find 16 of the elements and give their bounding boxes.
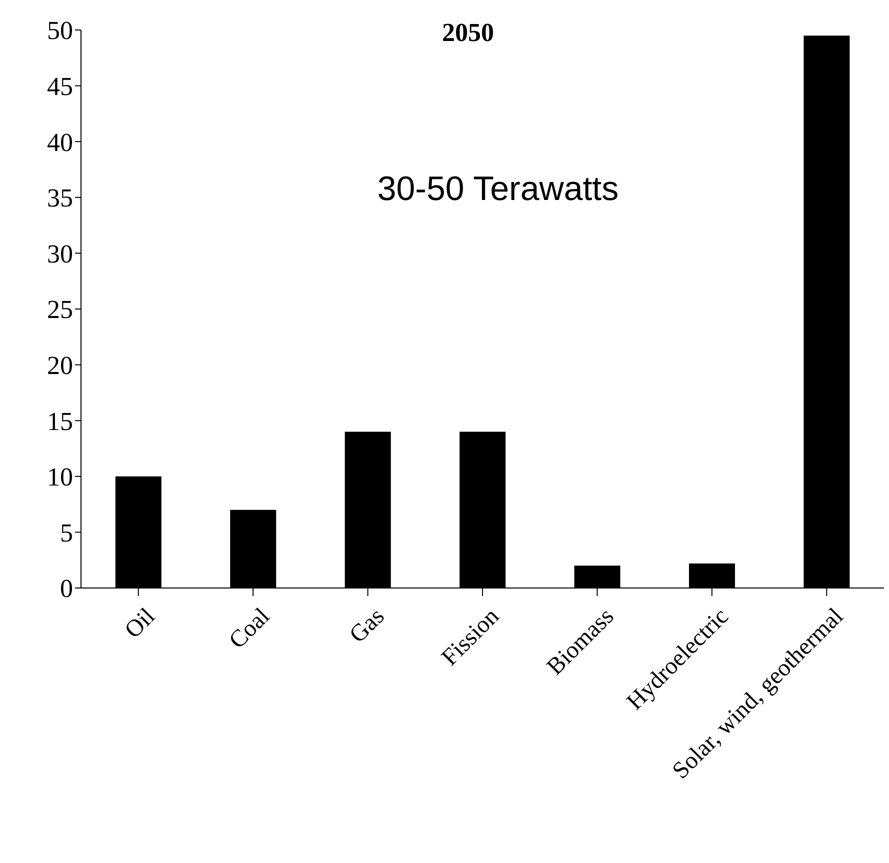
y-tick-label: 50: [47, 16, 73, 46]
y-tick-label: 45: [47, 72, 73, 102]
y-tick-label: 0: [60, 574, 73, 604]
y-tick-label: 35: [47, 184, 73, 213]
y-tick-label: 20: [47, 351, 73, 380]
y-tick-label: 30: [47, 239, 73, 268]
x-tick-label: Gas: [344, 604, 390, 648]
chart-title: 2050: [441, 18, 495, 48]
x-tick-label: Oil: [120, 603, 160, 644]
y-tick-label: 15: [47, 406, 73, 436]
annotation: 30-50 Terawatts: [376, 170, 620, 209]
x-tick-label: Coal: [224, 603, 276, 654]
y-tick-label: 25: [47, 295, 73, 324]
y-tick-label: 5: [60, 518, 73, 548]
y-tick-label: 10: [47, 462, 73, 492]
y-tick-label: 40: [47, 128, 73, 157]
